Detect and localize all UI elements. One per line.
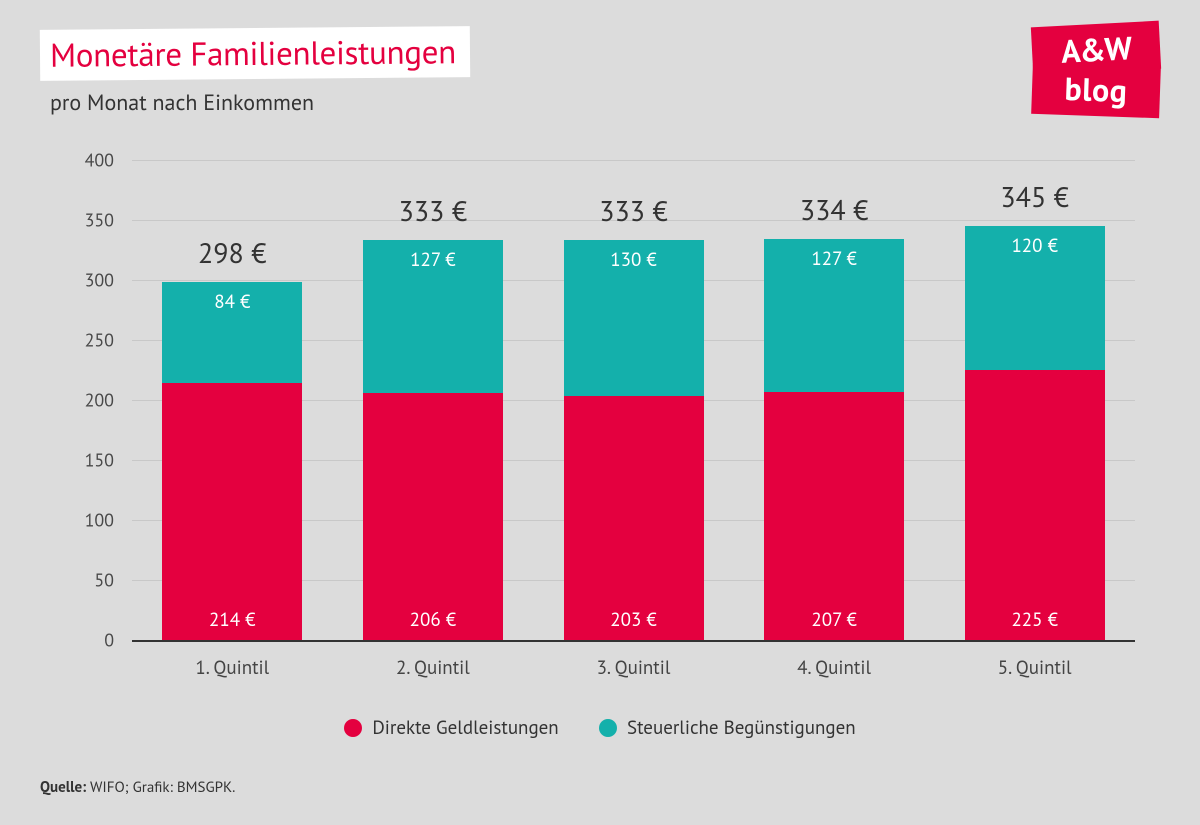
y-tick-label: 50 bbox=[94, 569, 114, 592]
chart-area: 050100150200250300350400 298 €84 €214 €3… bbox=[70, 160, 1135, 640]
aw-blog-logo: A&W blog bbox=[1032, 24, 1160, 116]
bar-value-tax: 84 € bbox=[162, 290, 302, 314]
bar-segment-tax: 127 € bbox=[764, 239, 904, 391]
source-credit: Quelle: WIFO; Grafik: BMSGPK. bbox=[40, 778, 235, 797]
bar-value-tax: 127 € bbox=[363, 248, 503, 272]
legend-item-direct: Direkte Geldleistungen bbox=[344, 716, 558, 740]
logo-line2: blog bbox=[1031, 64, 1161, 118]
legend: Direkte Geldleistungen Steuerliche Begün… bbox=[0, 716, 1200, 742]
source-prefix: Quelle: bbox=[40, 778, 86, 797]
bar-group: 345 €120 €225 € bbox=[965, 226, 1105, 640]
bar-total-label: 333 € bbox=[363, 192, 503, 229]
bar-group: 333 €127 €206 € bbox=[363, 240, 503, 640]
bar-total-label: 334 € bbox=[764, 191, 904, 228]
x-axis-labels: 1. Quintil 2. Quintil 3. Quintil 4. Quintil… bbox=[132, 648, 1135, 688]
x-axis-label: 2. Quintil bbox=[363, 656, 503, 680]
legend-swatch-direct bbox=[344, 719, 362, 737]
y-tick-label: 150 bbox=[85, 449, 114, 472]
x-axis-label: 5. Quintil bbox=[965, 656, 1105, 680]
bar-segment-tax: 120 € bbox=[965, 226, 1105, 370]
bar-segment-tax: 127 € bbox=[363, 240, 503, 392]
x-axis-label: 4. Quintil bbox=[764, 656, 904, 680]
bar-total-label: 298 € bbox=[162, 234, 302, 271]
bar-value-tax: 120 € bbox=[965, 234, 1105, 258]
y-tick-label: 200 bbox=[85, 389, 114, 412]
bar-value-tax: 130 € bbox=[564, 248, 704, 272]
y-tick-label: 300 bbox=[85, 269, 114, 292]
bar-total-label: 345 € bbox=[965, 178, 1105, 215]
bar-value-direct: 225 € bbox=[965, 608, 1105, 632]
bar-segment-direct: 225 € bbox=[965, 370, 1105, 640]
source-text: WIFO; Grafik: BMSGPK. bbox=[86, 778, 235, 797]
bar-value-tax: 127 € bbox=[764, 247, 904, 271]
y-axis: 050100150200250300350400 bbox=[70, 160, 126, 640]
legend-swatch-tax bbox=[599, 719, 617, 737]
y-tick-label: 0 bbox=[104, 629, 114, 652]
bar-segment-direct: 203 € bbox=[564, 396, 704, 640]
bar-group: 298 €84 €214 € bbox=[162, 282, 302, 640]
title-background: Monetäre Familienleistungen bbox=[40, 26, 470, 81]
chart-subtitle: pro Monat nach Einkommen bbox=[50, 89, 470, 117]
bar-value-direct: 203 € bbox=[564, 608, 704, 632]
bar-value-direct: 214 € bbox=[162, 608, 302, 632]
legend-label-direct: Direkte Geldleistungen bbox=[372, 716, 558, 740]
bar-group: 333 €130 €203 € bbox=[564, 240, 704, 640]
bar-group: 334 €127 €207 € bbox=[764, 239, 904, 640]
bar-segment-tax: 130 € bbox=[564, 240, 704, 396]
header: Monetäre Familienleistungen pro Monat na… bbox=[40, 28, 470, 117]
legend-item-tax: Steuerliche Begünstigungen bbox=[599, 716, 856, 740]
bar-value-direct: 207 € bbox=[764, 608, 904, 632]
bar-segment-direct: 206 € bbox=[363, 393, 503, 640]
y-tick-label: 400 bbox=[85, 149, 114, 172]
bar-total-label: 333 € bbox=[564, 192, 704, 229]
bars-container: 298 € 84 € 214 € 333 € 127 € 206 € 333 € 130 € 2… bbox=[132, 160, 1135, 640]
baseline bbox=[132, 640, 1135, 642]
x-axis-label: 1. Quintil bbox=[162, 656, 302, 680]
bar-segment-tax: 84 € bbox=[162, 282, 302, 383]
y-tick-label: 100 bbox=[85, 509, 114, 532]
bar-value-direct: 206 € bbox=[363, 608, 503, 632]
bar-segment-direct: 214 € bbox=[162, 383, 302, 640]
y-tick-label: 250 bbox=[85, 329, 114, 352]
y-tick-label: 350 bbox=[85, 209, 114, 232]
chart-title: Monetäre Familienleistungen bbox=[50, 30, 456, 77]
bar-segment-direct: 207 € bbox=[764, 392, 904, 640]
x-axis-label: 3. Quintil bbox=[564, 656, 704, 680]
legend-label-tax: Steuerliche Begünstigungen bbox=[627, 716, 856, 740]
